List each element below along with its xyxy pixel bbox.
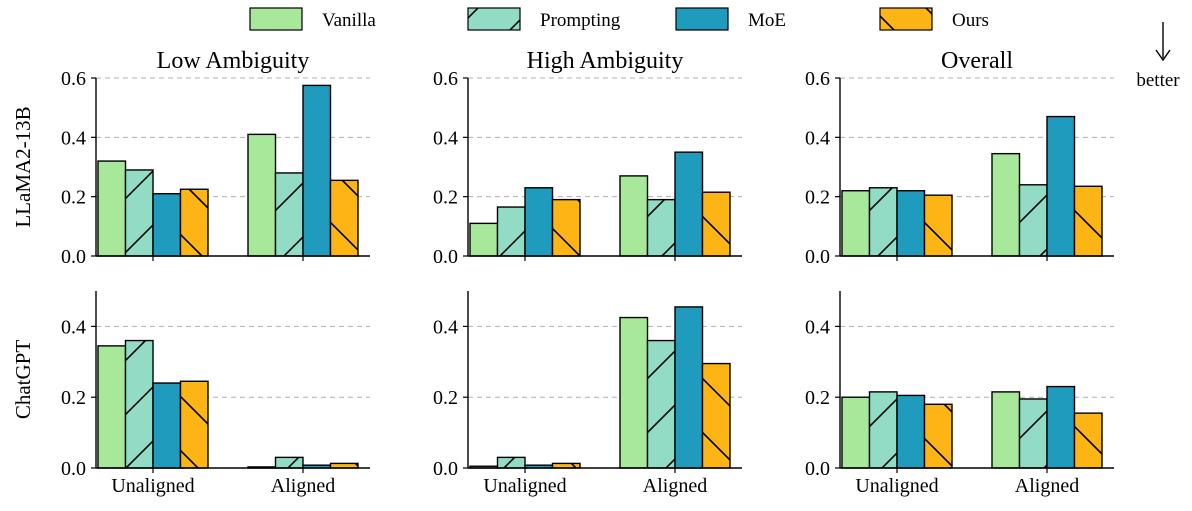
x-tick-label: Aligned [643,475,707,497]
panel-chatgpt-low: 0.0 0.2 0.4 Unaligned Aligned [61,291,370,497]
y-tick-label: 0.0 [433,246,458,268]
bar-vanilla-unaligned [841,396,871,469]
bar-moe-unaligned [152,192,182,257]
bar-ours-unaligned [923,403,953,469]
x-tick-label: Unaligned [483,475,566,497]
bar-vanilla-aligned [991,152,1021,257]
panel-chatgpt-high: 0.0 0.2 0.4 Unaligned Aligned [433,291,742,497]
panel-llama-low: 0.0 0.2 0.4 0.6 Low Ambiguity [61,48,370,268]
better-annotation: better [1136,22,1180,91]
bar-ours-unaligned [179,380,209,469]
y-tick-label: 0.2 [433,387,458,409]
bar-ours-aligned [329,179,359,257]
y-tick-label: 0.6 [433,68,458,90]
y-tick-label: 0.4 [433,127,458,149]
y-tick-label: 0.0 [805,458,830,480]
y-tick-label: 0.0 [61,246,86,268]
bar-prompting-aligned [274,456,304,469]
bar-vanilla-aligned [619,316,649,469]
bar-prompting-unaligned [124,339,154,469]
bar-vanilla-unaligned [97,345,127,469]
panel-chatgpt-overall: 0.0 0.2 0.4 Unaligned Aligned [805,291,1114,497]
bar-moe-aligned [674,306,704,469]
bar-ours-aligned [1073,185,1103,257]
y-tick-label: 0.2 [805,387,830,409]
bar-ours-aligned [701,191,731,257]
legend-swatch-vanilla [249,7,303,31]
legend-label-ours: Ours [952,10,989,31]
bar-moe-unaligned [152,382,182,469]
bar-moe-unaligned [896,190,926,257]
bar-ours-aligned [701,362,731,469]
y-tick-label: 0.6 [61,68,86,90]
panel-llama-overall: 0.0 0.2 0.4 0.6 Overall [805,48,1114,268]
y-tick-label: 0.4 [61,316,86,338]
legend-swatch-moe [675,7,729,31]
panel-llama-high: 0.0 0.2 0.4 0.6 High Ambiguity [433,48,742,268]
bar-prompting-aligned [1018,398,1048,469]
bar-moe-aligned [1046,385,1076,469]
bar-moe-aligned [302,84,332,257]
x-tick-label: Unaligned [111,475,194,497]
legend-label-moe: MoE [748,10,786,31]
x-tick-label: Aligned [1015,475,1079,497]
bar-prompting-aligned [1018,184,1048,257]
bar-vanilla-unaligned [841,190,871,257]
y-tick-label: 0.4 [61,127,86,149]
bar-prompting-unaligned [496,206,526,257]
legend-label-prompting: Prompting [540,10,621,31]
legend: Vanilla Prompting MoE Ours [249,7,989,31]
x-tick-label: Unaligned [855,475,938,497]
bar-prompting-unaligned [868,187,898,257]
y-tick-label: 0.6 [805,68,830,90]
bar-prompting-aligned [646,339,676,469]
y-tick-label: 0.4 [805,316,830,338]
panel-title: Overall [941,48,1013,74]
bar-ours-unaligned [923,194,953,257]
panel-title: High Ambiguity [527,48,684,74]
row-label: LLaMA2-13B [11,106,35,227]
bar-ours-aligned [1073,412,1103,469]
y-tick-label: 0.0 [433,458,458,480]
bar-moe-aligned [1046,115,1076,257]
bar-prompting-unaligned [868,391,898,469]
row-label: ChatGPT [11,340,35,420]
better-label: better [1136,70,1180,91]
bar-prompting-unaligned [124,169,154,257]
bar-vanilla-unaligned [469,222,499,257]
y-tick-label: 0.0 [61,458,86,480]
bar-ours-unaligned [179,188,209,257]
y-tick-label: 0.2 [61,187,86,209]
bar-moe-aligned [674,151,704,257]
bar-ours-unaligned [551,198,581,257]
y-tick-label: 0.2 [433,187,458,209]
panel-title: Low Ambiguity [157,48,310,74]
bar-moe-unaligned [896,394,926,469]
legend-swatch-prompting [467,7,521,31]
bar-prompting-aligned [646,198,676,257]
y-tick-label: 0.4 [805,127,830,149]
legend-label-vanilla: Vanilla [322,10,376,31]
y-tick-label: 0.0 [805,246,830,268]
y-tick-label: 0.4 [433,316,458,338]
bar-vanilla-aligned [619,175,649,257]
y-tick-label: 0.2 [61,387,86,409]
bar-prompting-unaligned [496,456,526,469]
legend-swatch-ours [879,7,933,31]
y-tick-label: 0.2 [805,187,830,209]
x-tick-label: Aligned [271,475,335,497]
bar-vanilla-aligned [991,391,1021,469]
bar-vanilla-unaligned [97,160,127,257]
bar-prompting-aligned [274,172,304,257]
bar-vanilla-aligned [247,133,277,257]
bar-moe-unaligned [524,187,554,257]
